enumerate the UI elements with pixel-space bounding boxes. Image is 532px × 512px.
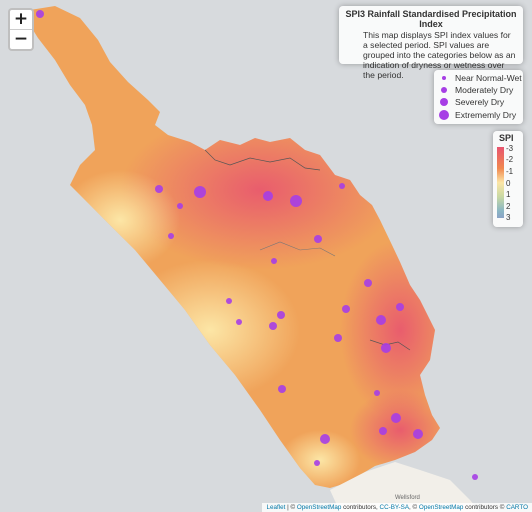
legend-item: Near Normal-Wet (434, 72, 523, 86)
legend-item: Extrememly Dry (434, 109, 523, 123)
harbour-outline (369, 339, 411, 351)
station-marker[interactable] (278, 385, 286, 393)
station-marker[interactable] (379, 427, 387, 435)
spi-tick: 3 (506, 213, 511, 222)
harbour-outline (259, 241, 336, 257)
legend-dot-icon (441, 87, 447, 93)
carto-link[interactable]: CARTO (506, 504, 528, 511)
spi-tick: -3 (506, 144, 514, 153)
info-description: This map displays SPI index values for a… (363, 30, 516, 80)
ccbysa-link[interactable]: CC-BY-SA (379, 504, 410, 511)
legend-dot-icon (439, 110, 449, 120)
station-marker[interactable] (194, 186, 206, 198)
station-marker[interactable] (396, 303, 404, 311)
osm-link[interactable]: OpenStreetMap (296, 504, 342, 511)
spi-tick: 2 (506, 202, 511, 211)
station-marker[interactable] (391, 413, 401, 423)
station-marker[interactable] (168, 233, 174, 239)
station-marker[interactable] (290, 195, 302, 207)
attribution: Leaflet | © OpenStreetMap contributors, … (262, 503, 532, 512)
station-marker[interactable] (381, 343, 391, 353)
station-marker[interactable] (271, 258, 277, 264)
station-marker[interactable] (413, 429, 423, 439)
osm-link[interactable]: OpenStreetMap (418, 504, 464, 511)
legend-label: Extrememly Dry (455, 110, 517, 120)
harbour-outline (204, 149, 321, 171)
station-marker[interactable] (472, 474, 478, 480)
station-marker[interactable] (226, 298, 232, 304)
spi-color-scale: SPI -3 -2 -1 0 1 2 3 (493, 131, 523, 227)
station-marker[interactable] (342, 305, 350, 313)
station-marker[interactable] (334, 334, 342, 342)
spi-tick: -1 (506, 167, 514, 176)
spi-tick: 0 (506, 179, 511, 188)
station-marker[interactable] (374, 390, 380, 396)
spi-scale-title: SPI (499, 133, 514, 143)
info-panel: SPI3 Rainfall Standardised Precipitation… (339, 6, 523, 80)
legend-dot-icon (442, 76, 446, 80)
legend-dot-icon (440, 98, 448, 106)
station-marker[interactable] (263, 191, 273, 201)
station-marker[interactable] (339, 183, 345, 189)
zoom-control: + − (8, 8, 34, 51)
station-marker[interactable] (236, 319, 242, 325)
spi-tick: -2 (506, 155, 514, 164)
station-marker[interactable] (376, 315, 386, 325)
zoom-out-button[interactable]: − (10, 29, 32, 49)
place-label: Wellsford (395, 495, 420, 501)
zoom-in-button[interactable]: + (13, 9, 29, 29)
attribution-text: , © (409, 504, 419, 511)
legend-label: Severely Dry (455, 97, 505, 107)
station-marker[interactable] (155, 185, 163, 193)
auckland-landmass (330, 462, 480, 512)
size-legend: Near Normal-Wet Moderately Dry Severely … (434, 70, 523, 124)
attribution-sep: | © (285, 504, 297, 511)
legend-item: Severely Dry (434, 96, 523, 110)
attribution-text: contributors © (463, 504, 507, 511)
attribution-text: contributors, (341, 504, 380, 511)
info-title: SPI3 Rainfall Standardised Precipitation… (345, 9, 517, 29)
spi-gradient-bar (497, 147, 504, 218)
legend-label: Near Normal-Wet (455, 73, 522, 83)
station-marker[interactable] (177, 203, 183, 209)
station-marker[interactable] (314, 235, 322, 243)
legend-item: Moderately Dry (434, 84, 523, 98)
spi-tick: 1 (506, 190, 511, 199)
station-marker[interactable] (277, 311, 285, 319)
legend-label: Moderately Dry (455, 85, 514, 95)
station-marker[interactable] (36, 10, 44, 18)
station-marker[interactable] (269, 322, 277, 330)
leaflet-link[interactable]: Leaflet (266, 504, 286, 511)
station-marker[interactable] (314, 460, 320, 466)
station-marker[interactable] (364, 279, 372, 287)
station-markers[interactable] (36, 10, 478, 480)
station-marker[interactable] (320, 434, 330, 444)
